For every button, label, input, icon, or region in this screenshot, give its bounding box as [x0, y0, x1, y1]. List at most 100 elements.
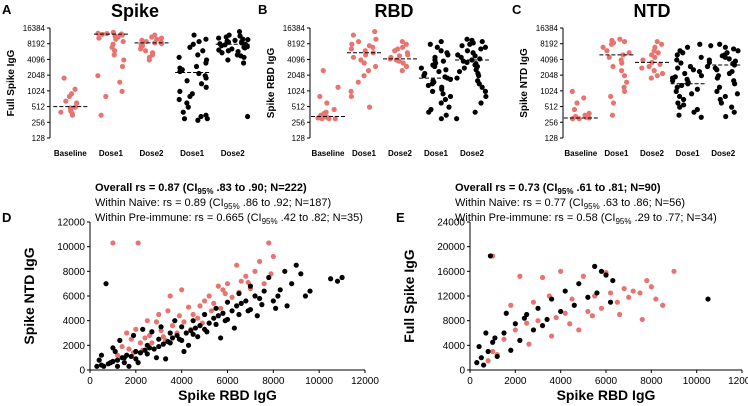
data-point	[114, 357, 121, 363]
data-point	[124, 352, 130, 358]
data-point	[319, 116, 325, 122]
data-point	[674, 52, 680, 58]
data-point	[195, 52, 201, 58]
data-point	[139, 37, 145, 43]
data-point	[392, 48, 398, 54]
data-point	[608, 41, 615, 47]
data-point	[644, 277, 650, 284]
x-category-label: Dose2	[460, 149, 485, 158]
y-tick-label: 4000	[443, 341, 466, 352]
data-point	[585, 308, 591, 315]
data-point	[690, 67, 697, 73]
data-point	[429, 81, 435, 87]
data-point	[58, 109, 64, 115]
data-point	[348, 88, 354, 94]
data-point	[694, 86, 700, 92]
data-point	[655, 50, 661, 56]
annotation-text: .42 to .82; N=35)	[278, 212, 363, 224]
y-tick-label: 128	[292, 134, 306, 143]
data-point	[225, 48, 231, 54]
data-point	[373, 36, 379, 42]
data-point	[190, 41, 196, 47]
data-point	[158, 41, 165, 47]
data-point	[640, 57, 646, 63]
data-point	[121, 57, 127, 63]
data-point	[198, 113, 204, 120]
data-point	[648, 284, 654, 290]
data-point	[487, 253, 493, 259]
data-point	[603, 272, 609, 278]
data-point	[477, 56, 483, 62]
data-point	[654, 38, 660, 45]
y-axis-label: Spike RBD IgG	[266, 48, 277, 119]
panel-label-b: B	[258, 2, 267, 17]
data-point	[181, 319, 187, 325]
data-point	[190, 311, 196, 318]
data-point	[617, 311, 623, 318]
data-point	[103, 281, 109, 287]
data-point	[396, 53, 403, 59]
data-point	[558, 268, 564, 274]
data-point	[675, 65, 681, 71]
data-point	[621, 38, 628, 45]
data-point	[570, 116, 576, 122]
data-point	[197, 303, 203, 309]
data-point	[461, 65, 467, 71]
data-point	[179, 324, 185, 330]
data-point	[697, 41, 703, 47]
data-point	[245, 37, 251, 43]
data-point	[366, 104, 373, 110]
data-point	[607, 290, 614, 296]
data-point	[482, 44, 489, 50]
data-point	[459, 43, 465, 49]
x-category-label: Dose2	[388, 149, 413, 158]
data-point	[501, 330, 507, 336]
data-point	[350, 54, 357, 60]
x-axis-label: Spike RBD IgG	[178, 387, 277, 403]
data-point	[169, 335, 176, 341]
data-point	[696, 68, 703, 75]
data-point	[521, 315, 528, 321]
y-tick-label: 10000	[57, 242, 85, 253]
data-point	[478, 46, 484, 52]
data-point	[494, 353, 500, 360]
data-point	[179, 287, 185, 293]
data-point	[447, 76, 454, 82]
data-point	[146, 57, 152, 63]
data-point	[481, 362, 487, 368]
data-point	[403, 63, 410, 70]
data-point	[626, 50, 632, 56]
x-category-label: Baseline	[54, 149, 87, 158]
data-point	[425, 82, 431, 89]
data-point	[119, 355, 125, 361]
data-point	[224, 316, 231, 323]
data-point	[326, 116, 332, 122]
data-point	[72, 104, 78, 110]
data-point	[723, 113, 729, 120]
data-point	[598, 268, 605, 274]
data-point	[324, 100, 330, 106]
y-tick-label: 4096	[287, 55, 305, 64]
data-point	[117, 337, 123, 343]
data-point	[651, 68, 657, 74]
data-point	[454, 116, 460, 122]
data-point	[454, 75, 460, 81]
data-point	[103, 93, 109, 100]
data-point	[238, 300, 244, 306]
data-point	[142, 335, 148, 341]
y-tick-label: 4096	[540, 55, 558, 64]
data-point	[562, 288, 568, 294]
data-point	[370, 44, 376, 50]
data-point	[223, 34, 229, 40]
data-point	[722, 44, 728, 50]
data-point	[467, 41, 473, 47]
data-point	[234, 262, 240, 268]
data-point	[177, 88, 183, 94]
y-tick-label: 512	[545, 103, 559, 112]
data-point	[691, 109, 697, 115]
data-point	[670, 78, 676, 84]
data-point	[293, 262, 299, 268]
annotation-text: .29 to .77; N=34)	[631, 212, 716, 224]
data-point	[185, 342, 192, 348]
data-point	[569, 296, 575, 302]
